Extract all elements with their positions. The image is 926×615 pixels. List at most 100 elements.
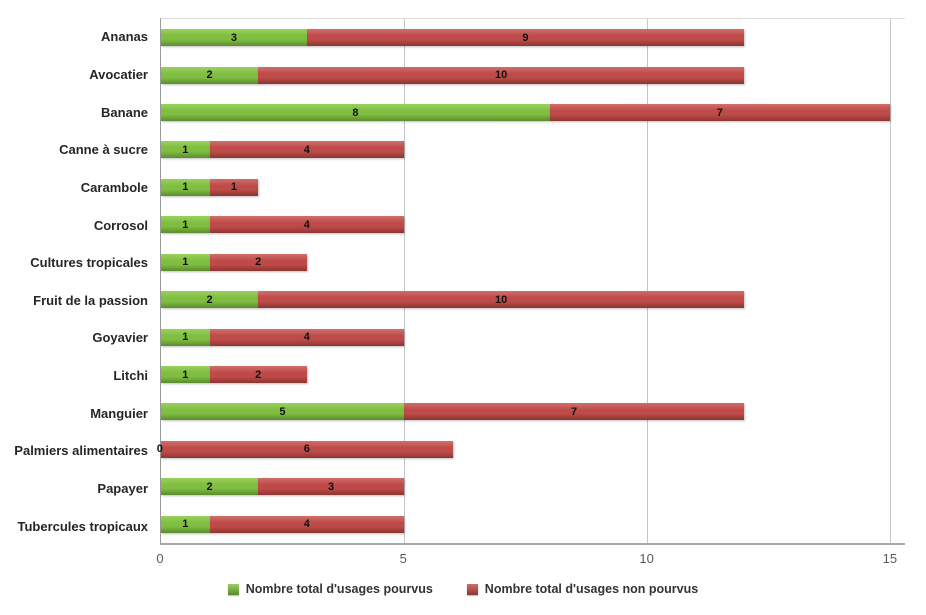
y-axis-category-label: Goyavier bbox=[92, 330, 148, 346]
bar-segment-pourvus: 2 bbox=[161, 291, 259, 309]
bar-segment-pourvus: 3 bbox=[161, 29, 307, 47]
bar-segment-pourvus: 1 bbox=[161, 141, 210, 159]
plot-area: 3 9 2 10 8 7 1 4 1 1 1 4 1 2 2 10 1 4 1 2 5 7 0 6 2 3 1 4 bbox=[157, 18, 905, 545]
bar-segment-non_pourvus: 1 bbox=[209, 178, 259, 196]
bar-value-label: 1 bbox=[182, 256, 189, 269]
y-axis-category-label: Cultures tropicales bbox=[30, 255, 148, 271]
gridline bbox=[889, 19, 891, 543]
bar-value-label: 8 bbox=[352, 106, 359, 119]
y-axis-category-label: Corrosol bbox=[93, 217, 148, 233]
legend-label: Nombre total d'usages non pourvus bbox=[484, 582, 699, 596]
gridline bbox=[403, 19, 405, 543]
bar-value-label: 9 bbox=[522, 31, 529, 44]
bar-value-label: 1 bbox=[230, 181, 237, 194]
bar-segment-pourvus: 2 bbox=[161, 66, 259, 84]
bar-value-label: 1 bbox=[182, 181, 189, 194]
x-axis-tick-label: 15 bbox=[882, 551, 898, 566]
bar-segment-pourvus: 1 bbox=[161, 253, 210, 271]
stacked-bar: 2 10 bbox=[161, 291, 905, 309]
bar-segment-pourvus: 1 bbox=[161, 178, 210, 196]
bar-segment-pourvus: 1 bbox=[161, 328, 210, 346]
bar-segment-non_pourvus: 6 bbox=[161, 440, 453, 458]
y-axis-category-label: Canne à sucre bbox=[59, 142, 148, 158]
bar-value-label: 7 bbox=[716, 106, 723, 119]
bar-value-label: 4 bbox=[303, 218, 310, 231]
legend-item-pourvus: Nombre total d'usages pourvus bbox=[227, 582, 433, 596]
bar-value-label: 7 bbox=[570, 405, 578, 418]
bar-segment-non_pourvus: 3 bbox=[258, 478, 404, 496]
x-axis-tick-label: 10 bbox=[639, 551, 654, 566]
bar-value-label: 2 bbox=[255, 368, 262, 381]
bar-value-label: 4 bbox=[303, 331, 310, 344]
x-axis-tick-label: 0 bbox=[156, 551, 164, 566]
bar-value-label: 4 bbox=[303, 518, 310, 531]
bar-segment-pourvus: 5 bbox=[161, 403, 404, 421]
bar-segment-non_pourvus: 10 bbox=[258, 66, 745, 84]
bar-value-label: 0 bbox=[156, 443, 163, 456]
bar-segment-non_pourvus: 10 bbox=[258, 291, 745, 309]
stacked-bar: 2 10 bbox=[161, 66, 905, 84]
bar-value-label: 3 bbox=[230, 31, 237, 44]
y-axis-category-label: Carambole bbox=[80, 179, 148, 195]
y-axis-category-label: Litchi bbox=[113, 368, 148, 384]
bar-row: 2 10 bbox=[161, 281, 905, 318]
bar-value-label: 1 bbox=[182, 143, 189, 156]
bar-segment-non_pourvus: 4 bbox=[209, 216, 404, 234]
bar-row: 2 10 bbox=[161, 56, 905, 93]
bar-value-label: 1 bbox=[182, 518, 189, 531]
legend-marker-pourvus-icon bbox=[227, 583, 239, 595]
bar-value-label: 1 bbox=[182, 218, 189, 231]
bar-segment-non_pourvus: 4 bbox=[209, 328, 404, 346]
legend-label: Nombre total d'usages pourvus bbox=[245, 582, 433, 596]
bars-container: 3 9 2 10 8 7 1 4 1 1 1 4 1 2 2 10 1 4 1 2 5 7 0 6 2 3 1 4 bbox=[157, 19, 905, 543]
bar-segment-pourvus: 2 bbox=[161, 478, 259, 496]
bar-value-label: 2 bbox=[255, 256, 262, 269]
y-axis-category-label: Tubercules tropicaux bbox=[17, 518, 148, 534]
bar-segment-non_pourvus: 4 bbox=[209, 141, 404, 159]
bar-value-label: 6 bbox=[303, 443, 310, 456]
y-axis-category-label: Avocatier bbox=[89, 66, 148, 82]
bar-value-label: 2 bbox=[206, 480, 213, 493]
bar-value-label: 10 bbox=[495, 69, 508, 82]
bar-value-label: 10 bbox=[495, 293, 508, 306]
bar-segment-non_pourvus: 7 bbox=[403, 403, 745, 421]
y-axis-labels: Ananas Avocatier Banane Canne à sucre Caramb… bbox=[0, 18, 152, 545]
bar-segment-pourvus: 1 bbox=[161, 366, 210, 383]
bar-value-label: 2 bbox=[206, 293, 213, 306]
legend-marker-non_pourvus-icon bbox=[466, 583, 478, 595]
bar-value-label: 5 bbox=[279, 405, 286, 418]
y-axis-category-label: Palmiers alimentaires bbox=[14, 443, 148, 459]
y-axis-category-label: Fruit de la passion bbox=[33, 292, 148, 308]
legend-item-non_pourvus: Nombre total d'usages non pourvus bbox=[466, 582, 699, 596]
bar-segment-non_pourvus: 9 bbox=[306, 29, 745, 47]
bar-segment-non_pourvus: 4 bbox=[209, 515, 404, 533]
legend: Nombre total d'usages pourvus Nombre tota… bbox=[0, 582, 926, 596]
bar-value-label: 4 bbox=[303, 143, 310, 156]
y-axis-category-label: Papayer bbox=[97, 481, 148, 496]
bar-value-label: 1 bbox=[182, 368, 189, 381]
gridline bbox=[646, 19, 648, 543]
bar-segment-pourvus: 1 bbox=[161, 515, 210, 533]
y-axis-category-label: Manguier bbox=[90, 405, 148, 421]
bar-value-label: 1 bbox=[182, 331, 189, 344]
